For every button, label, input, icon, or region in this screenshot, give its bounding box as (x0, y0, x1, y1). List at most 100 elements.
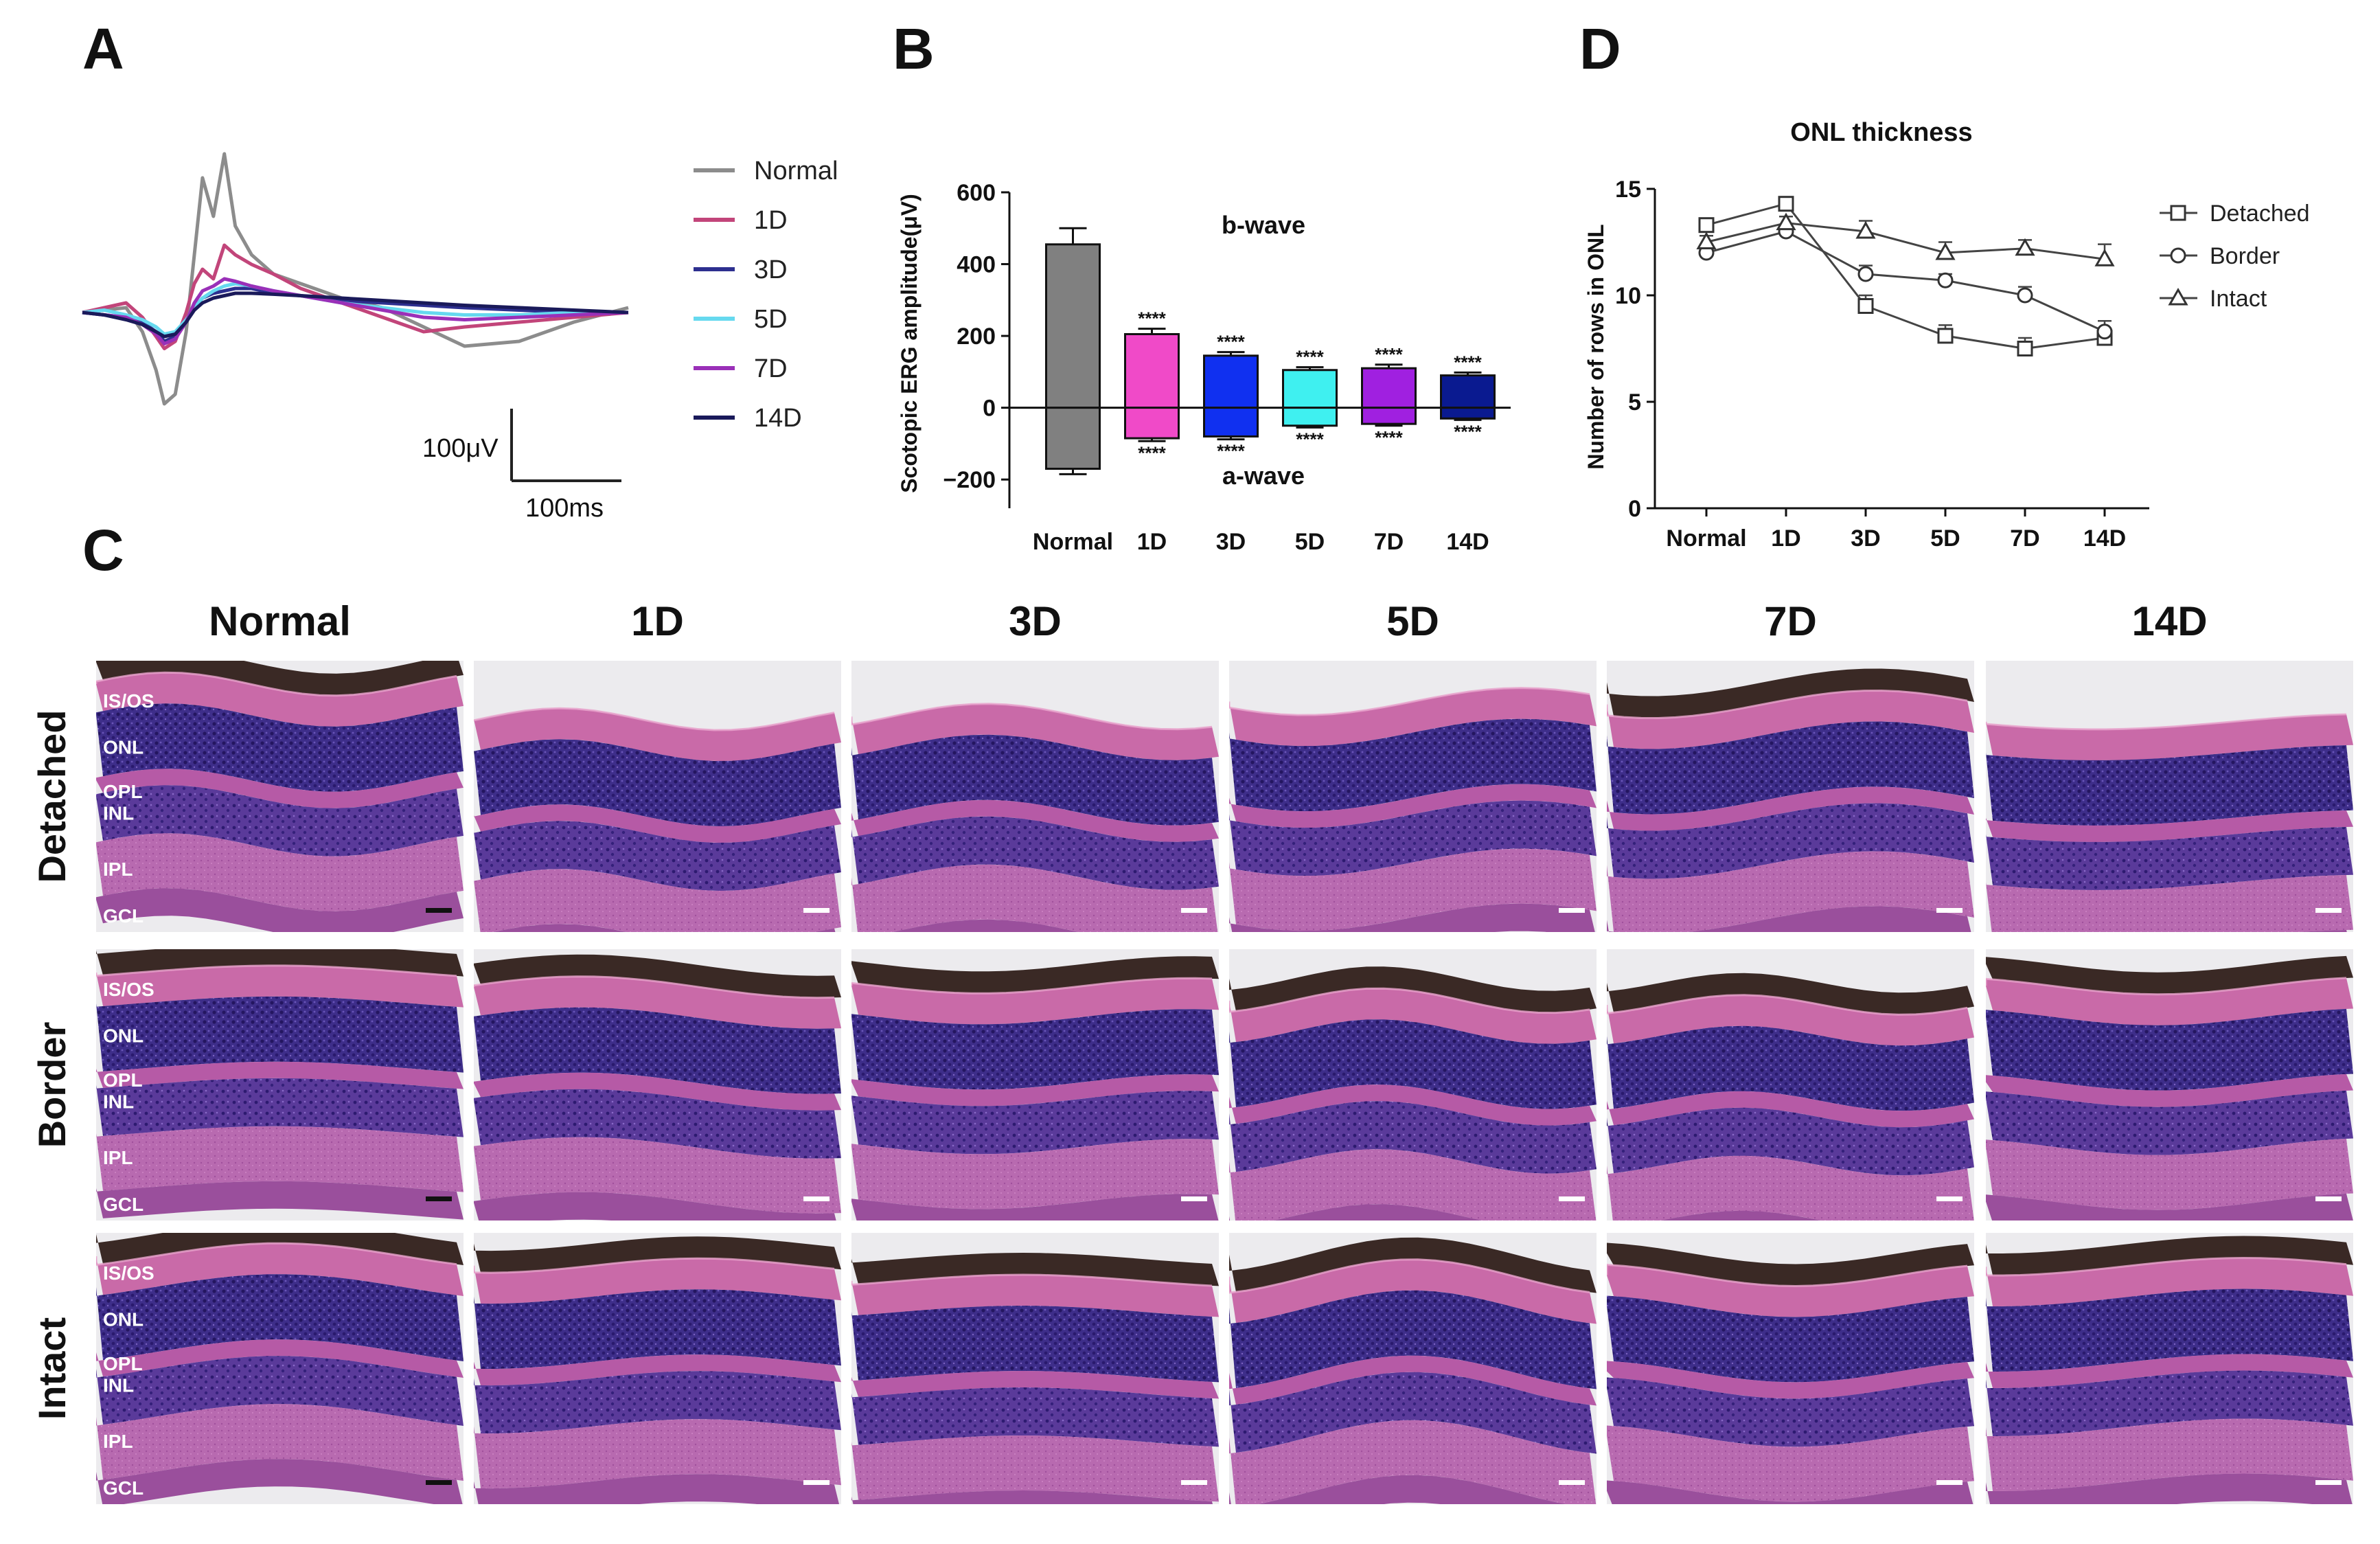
outer-membrane (1986, 977, 2347, 996)
d-point-intact (2015, 238, 2035, 256)
layer-label-inl: INL (103, 803, 134, 824)
b-x-tick-label: Normal (1033, 529, 1113, 555)
histology-scale-bar (803, 908, 829, 913)
onl-layer (851, 734, 1219, 826)
opl-layer (474, 1354, 841, 1385)
histology-scale-bar (803, 1196, 829, 1201)
b-sig-top: **** (1454, 352, 1482, 372)
erg-scale-bar: 100μV 100ms (422, 409, 621, 523)
opl-layer (1607, 1361, 1974, 1399)
erg-trace-14d (82, 291, 629, 339)
d-point-detached (1937, 328, 1954, 344)
layer-label-is-os: IS/OS (103, 690, 155, 712)
d-point-intact (1776, 212, 1796, 231)
onl-layer (474, 739, 841, 827)
histology-scale-bar (1181, 908, 1207, 913)
outer-membrane (1229, 687, 1590, 716)
isos-layer (1229, 688, 1597, 747)
outer-membrane (1229, 987, 1590, 1014)
b-bar-bwave-3d (1203, 354, 1259, 409)
onl-layer (1229, 1019, 1597, 1109)
d-line-border (1706, 230, 2105, 333)
histology-image-border-1d (474, 949, 841, 1221)
inl-layer (1986, 1090, 2353, 1155)
onl-layer (851, 1009, 1219, 1090)
isos-layer (474, 976, 841, 1029)
panel-label-d: D (1579, 16, 1621, 81)
d-x-tick-label: 7D (2010, 525, 2039, 552)
histology-scale-bar (1936, 1480, 1963, 1485)
outer-membrane (851, 1273, 1213, 1287)
legend-label-normal: Normal (754, 157, 838, 185)
layer-label-gcl: GCL (103, 905, 144, 927)
opl-layer (474, 1072, 841, 1111)
inl-layer (474, 1371, 841, 1433)
onl-layer (474, 1289, 841, 1369)
ipl-layer (851, 1435, 1219, 1502)
histology-scale-bar (803, 1480, 829, 1485)
histology-col-14d: 14D (2131, 598, 2207, 644)
onl-layer (96, 996, 464, 1073)
rpe-layer (1986, 955, 2353, 995)
histology-image-detached-14d (1986, 661, 2353, 932)
d-point-border (1857, 266, 1874, 282)
b-bar-bwave-14d (1440, 374, 1496, 409)
isos-layer (474, 708, 841, 762)
layer-label-is-os: IS/OS (103, 1262, 155, 1284)
b-x-tick-label: 3D (1216, 529, 1246, 555)
inl-layer (1607, 1107, 1974, 1176)
erg-trace-5d (82, 282, 628, 336)
histology-col-7d: 7D (1764, 598, 1817, 644)
d-legend-label-intact: Intact (2210, 286, 2267, 312)
b-bar-awave-14d (1440, 407, 1496, 420)
b-x-tick-label: 5D (1295, 529, 1325, 555)
histology-image-intact-7d (1607, 1233, 1974, 1504)
opl-layer (96, 769, 464, 808)
d-y-tick-label: 15 (1615, 177, 1641, 203)
histology-image-intact-5d (1229, 1233, 1597, 1504)
b-x-tick-label: 7D (1374, 529, 1404, 555)
opl-layer (1229, 1355, 1597, 1406)
histology-image-border-14d (1986, 949, 2353, 1221)
histology-scale-bar (426, 908, 452, 913)
d-point-border (2017, 287, 2033, 304)
isos-layer (1229, 988, 1597, 1044)
gcl-layer (1607, 1210, 1822, 1221)
outer-membrane (1986, 713, 2347, 731)
d-line-intact (1706, 222, 2105, 260)
outer-membrane (1607, 994, 1968, 1016)
isos-layer (96, 672, 464, 727)
isos-layer (1229, 1259, 1597, 1324)
panel-label-a: A (82, 16, 124, 81)
b-x-tick-label: 14D (1446, 529, 1489, 555)
gcl-layer (1229, 1204, 1483, 1221)
outer-membrane (1607, 1263, 1968, 1288)
outer-membrane (851, 977, 1213, 995)
outer-membrane (1986, 1256, 2347, 1277)
layer-label-opl: OPL (103, 1353, 143, 1374)
outer-membrane (851, 703, 1213, 731)
gcl-layer (1607, 906, 1971, 932)
rpe-layer (851, 1253, 1219, 1286)
legend-label-5d: 5D (754, 305, 788, 334)
inl-layer (1986, 1370, 2353, 1436)
onl-layer (96, 1274, 464, 1361)
d-x-tick-label: 14D (2083, 525, 2126, 552)
histology-image-detached-1d (474, 661, 841, 932)
opl-layer (1607, 786, 1974, 831)
b-sig-bottom: **** (1217, 441, 1245, 462)
rpe-layer (1607, 1242, 1974, 1286)
histology-grid: Normal 1D 3D 5D 7D 14D Detached Border Intact IS/… (30, 598, 2353, 1504)
ipl-layer (1986, 1138, 2353, 1210)
b-y-axis-title: Scotopic ERG amplitude(μV) (897, 194, 922, 493)
histology-col-1d: 1D (631, 598, 684, 644)
ipl-layer (1986, 1418, 2353, 1491)
histology-scale-bar (1181, 1196, 1207, 1201)
histology-col-5d: 5D (1386, 598, 1439, 644)
gcl-layer (893, 919, 1079, 932)
isos-layer (474, 1258, 841, 1304)
ipl-layer (851, 1139, 1219, 1210)
histology-scale-bar (1181, 1480, 1207, 1485)
b-bar-awave-1d (1124, 407, 1180, 440)
